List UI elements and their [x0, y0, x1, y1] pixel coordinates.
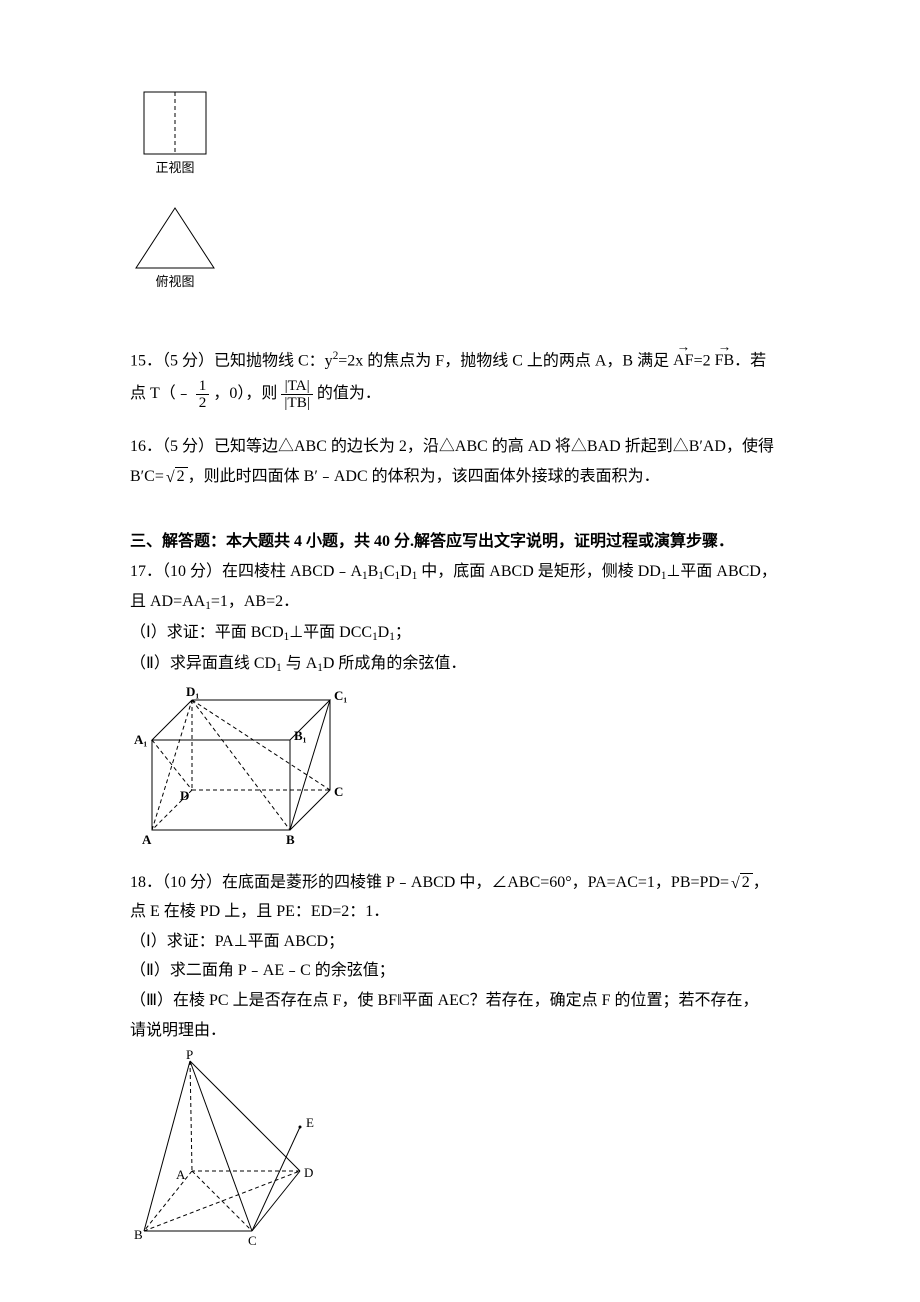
q17-t1: 17．（10 分）在四棱柱 ABCD﹣A [130, 563, 362, 580]
q18-line1: 18．（10 分）在底面是菱形的四棱锥 P﹣ABCD 中，∠ABC=60°，PA… [130, 870, 790, 896]
q18-part3: （Ⅲ）在棱 PC 上是否存在点 F，使 BF‖平面 AEC？若存在，确定点 F … [130, 988, 790, 1014]
q17-line2: 且 AD=AA1=1，AB=2． [130, 589, 790, 616]
svg-text:D₁: D₁ [186, 684, 199, 699]
q15-period: ．若 [734, 352, 766, 369]
q17-part1: （Ⅰ）求证：平面 BCD1⊥平面 DCC1D1； [130, 620, 790, 647]
svg-text:E: E [306, 1115, 314, 1130]
q16-text1: 16．（5 分）已知等边△ABC 的边长为 2，沿△ABC 的高 AD 将△BA… [130, 438, 774, 455]
q16-text2b: ，则此时四面体 B′﹣ADC 的体积为，该四面体外接球的表面积为． [188, 468, 660, 485]
q16-text2a: B′C= [130, 468, 164, 485]
q17-part2: （Ⅱ）求异面直线 CD1 与 A1D 所成角的余弦值． [130, 651, 790, 678]
svg-text:A: A [176, 1167, 186, 1182]
pyramid-figure: P E A D B C [130, 1047, 790, 1247]
q16-line1: 16．（5 分）已知等边△ABC 的边长为 2，沿△ABC 的高 AD 将△BA… [130, 434, 790, 460]
vec-af: AF [673, 348, 693, 374]
svg-text:A: A [142, 832, 152, 847]
q17-line1: 17．（10 分）在四棱柱 ABCD﹣A1B1C1D1 中，底面 ABCD 是矩… [130, 559, 790, 586]
q18-part2: （Ⅱ）求二面角 P﹣AE﹣C 的余弦值； [130, 958, 790, 984]
svg-text:D: D [304, 1165, 313, 1180]
q16-line2: B′C=2，则此时四面体 B′﹣ADC 的体积为，该四面体外接球的表面积为． [130, 464, 790, 490]
q15-suffix: 的值为． [317, 385, 381, 402]
svg-text:C: C [248, 1233, 257, 1247]
q18-part1: （Ⅰ）求证：PA⊥平面 ABCD； [130, 929, 790, 955]
svg-text:C₁: C₁ [334, 688, 347, 703]
q15-mid2: ，0），则 [213, 385, 281, 402]
q15-text: 15．（5 分）已知抛物线 C：y [130, 352, 333, 369]
svg-text:B: B [286, 832, 295, 847]
front-view-label: 正视图 [155, 160, 194, 175]
svg-text:D: D [180, 788, 189, 803]
top-view-figure: 俯视图 [130, 206, 790, 306]
vec-fb: FB [715, 348, 735, 374]
q18-part3b: 请说明理由． [130, 1018, 790, 1044]
top-view-label: 俯视图 [155, 274, 194, 289]
front-view-figure: 正视图 [130, 90, 790, 200]
q18-line2: 点 E 在棱 PD 上，且 PE：ED=2：1． [130, 899, 790, 925]
sqrt-2-a: 2 [164, 464, 188, 490]
q18-t1: 18．（10 分）在底面是菱形的四棱锥 P﹣ABCD 中，∠ABC=60°，PA… [130, 874, 729, 891]
q15-line2a: 点 T（﹣ [130, 385, 196, 402]
frac-ta-tb: |TA||TB| [281, 378, 313, 411]
prism-figure: D₁ C₁ A₁ B₁ D C A B [130, 682, 790, 852]
sqrt-2-b: 2 [729, 870, 753, 896]
svg-text:P: P [186, 1047, 193, 1062]
svg-text:A₁: A₁ [134, 732, 147, 747]
svg-text:B: B [134, 1227, 143, 1242]
q15-line2: 点 T（﹣ 12 ，0），则 |TA||TB| 的值为． [130, 378, 790, 418]
section3-heading: 三、解答题：本大题共 4 小题，共 40 分.解答应写出文字说明，证明过程或演算… [130, 529, 790, 555]
svg-text:C: C [334, 784, 343, 799]
svg-text:B₁: B₁ [294, 728, 307, 743]
frac-half: 12 [196, 378, 210, 411]
q15-eq: =2 [694, 352, 715, 369]
q15-mid1: =2x 的焦点为 F，抛物线 C 上的两点 A，B 满足 [338, 352, 673, 369]
q15-line1: 15．（5 分）已知抛物线 C：y2=2x 的焦点为 F，抛物线 C 上的两点 … [130, 348, 790, 374]
